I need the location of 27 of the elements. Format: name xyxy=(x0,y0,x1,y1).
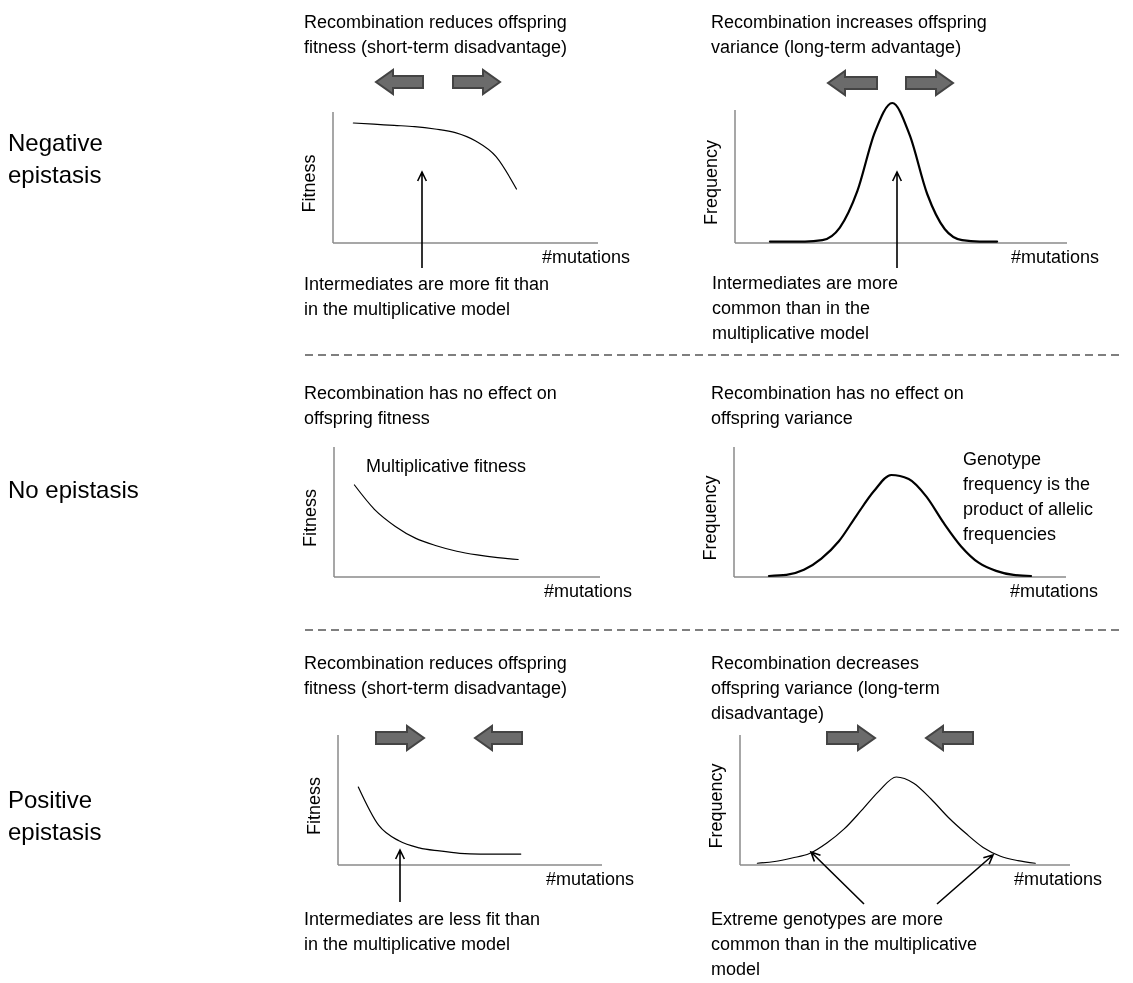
x-axis-title: #mutations xyxy=(1013,869,1102,889)
text: No epistasis xyxy=(8,476,139,503)
annotation: Genotype frequency is the product of allelic frequencies xyxy=(963,449,1094,544)
x-axis-title: #mutations xyxy=(1010,247,1099,267)
y-axis-title: Fitness xyxy=(299,154,319,213)
chart-title: Recombination increases offspring variance (long-term advantage) xyxy=(711,12,987,57)
y-axis-title: Fitness xyxy=(304,776,324,836)
chart-title: Recombination decreases offspring variance (long-term disadvantage) xyxy=(711,653,940,723)
text: Extreme genotypes are more common than in the multiplicative model xyxy=(711,909,978,979)
text: Intermediates are less fit than in the multiplicative model xyxy=(304,909,541,954)
x-axis-title: #mutations xyxy=(541,247,630,267)
y-axis-title: Fitness xyxy=(300,488,320,548)
y-axis-title: Frequency xyxy=(701,139,721,226)
chart-title: Recombination reduces offspring fitness (short-term disadvantage) xyxy=(304,12,568,57)
text: Positive epistasis xyxy=(8,786,102,845)
y-axis-title: Frequency xyxy=(706,763,726,849)
text: Intermediates are more fit than in the multiplicative model xyxy=(304,274,550,319)
chart-title: Recombination reduces offspring fitness (short-term disadvantage) xyxy=(304,653,568,698)
chart-title: Recombination has no effect on offspring fitness xyxy=(304,383,557,428)
text: Negative epistasis xyxy=(8,129,103,188)
text: Multiplicative fitness xyxy=(366,456,527,476)
chart-title: Recombination has no effect on offspring variance xyxy=(711,383,964,428)
x-axis-title: #mutations xyxy=(1009,581,1098,601)
y-axis-title: Frequency xyxy=(700,475,720,561)
x-axis-title: #mutations xyxy=(543,581,632,601)
text: Intermediates are more common than in the multiplicative model xyxy=(712,273,899,343)
x-axis-title: #mutations xyxy=(545,869,634,889)
